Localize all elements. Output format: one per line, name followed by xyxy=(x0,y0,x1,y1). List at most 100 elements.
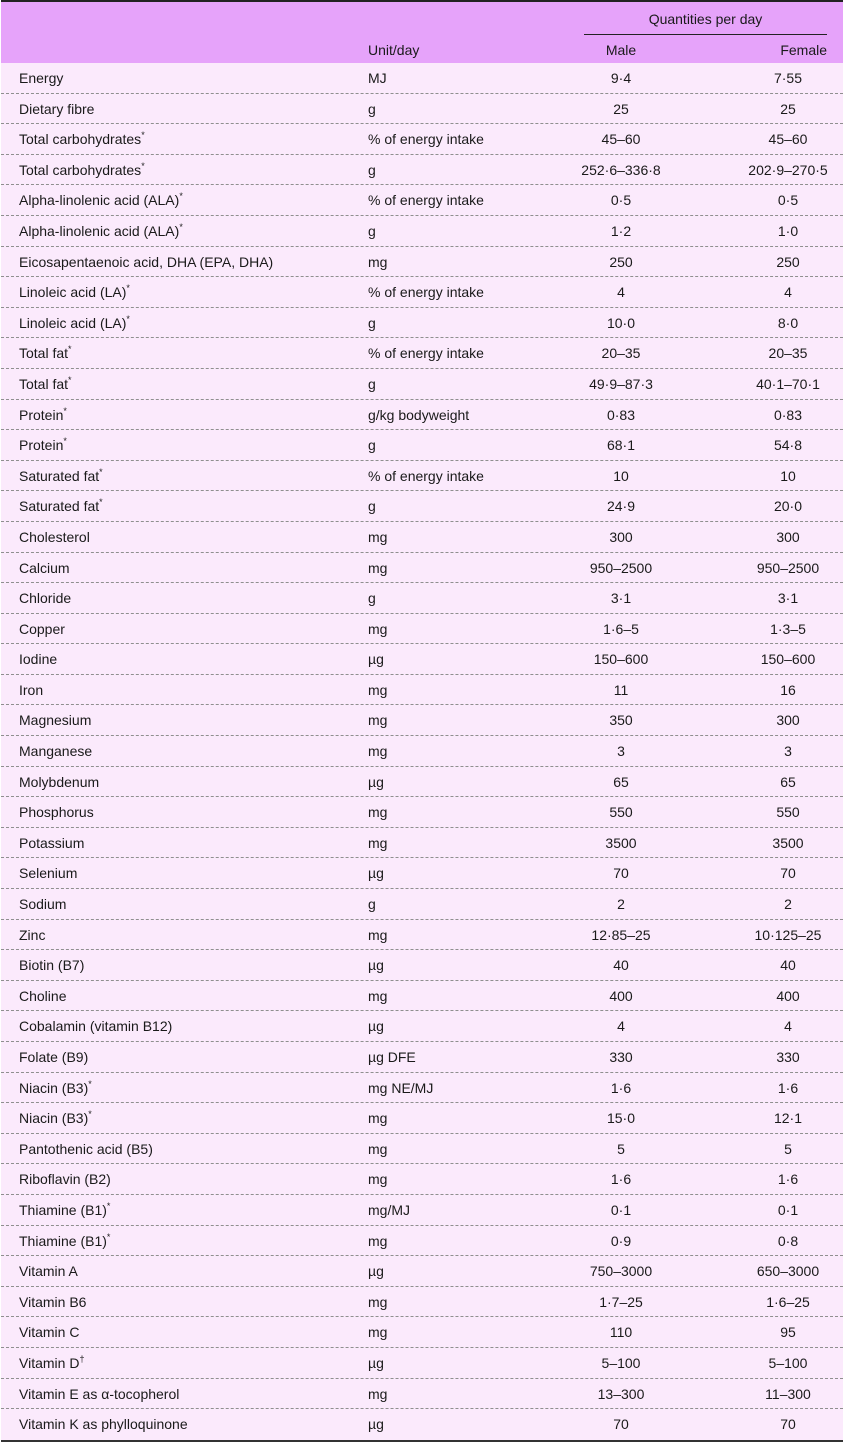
nutrient-name: Molybdenum xyxy=(19,773,100,790)
male-value-cell: 12·85–25 xyxy=(591,926,651,943)
male-value-cell: 3 xyxy=(617,743,625,760)
nutrient-name-cell: Cholesterol xyxy=(19,529,90,545)
nutrient-name: Cobalamin (vitamin B12) xyxy=(19,1018,173,1035)
unit-cell: g xyxy=(368,590,376,607)
male-value-cell: 300 xyxy=(609,528,633,545)
female-value-cell: 300 xyxy=(776,712,800,729)
unit-cell: µg xyxy=(368,651,384,668)
nutrient-name-cell: Vitamin K as phylloquinone xyxy=(19,1416,188,1432)
footnote-mark: * xyxy=(63,436,67,447)
unit-cell: µg DFE xyxy=(368,1049,416,1065)
unit-cell: µg xyxy=(368,1018,384,1035)
male-value-cell: 252·6–336·8 xyxy=(581,161,661,178)
male-value-cell: 15·0 xyxy=(606,1110,636,1127)
unit-cell: g xyxy=(368,375,376,392)
male-value-cell: 550 xyxy=(609,804,633,821)
footnote-mark: * xyxy=(88,1109,92,1120)
male-value-cell: 1·2 xyxy=(610,222,632,239)
footnote-mark: * xyxy=(99,497,103,508)
female-value-cell: 0·83 xyxy=(773,406,803,423)
unit-column-header: Unit/day xyxy=(368,42,420,58)
nutrient-name: Potassium xyxy=(19,834,85,851)
nutrient-name-cell: Dietary fibre xyxy=(19,101,94,117)
nutrient-name: Vitamin K as phylloquinone xyxy=(19,1416,188,1433)
female-value-cell: 650–3000 xyxy=(756,1263,820,1280)
female-value-cell: 0·8 xyxy=(777,1232,799,1249)
nutrient-name: Protein xyxy=(19,406,64,423)
male-value-cell: 5 xyxy=(617,1140,625,1157)
table-row: Protein* g 68·1 54·8 xyxy=(1,430,843,461)
nutrient-name-cell: Choline xyxy=(19,988,66,1004)
nutrient-name: Sodium xyxy=(19,896,67,913)
male-value-cell: 0·5 xyxy=(610,192,632,209)
female-value-cell: 3·1 xyxy=(777,590,799,607)
unit-cell: mg xyxy=(368,1293,388,1310)
male-value-cell: 45–60 xyxy=(601,131,641,148)
nutrient-name-cell: Vitamin A xyxy=(19,1263,78,1279)
table-row: Chloride g 3·1 3·1 xyxy=(1,583,843,614)
female-value-cell: 3 xyxy=(784,743,792,760)
nutrient-name: Manganese xyxy=(19,743,93,760)
female-value-cell: 25 xyxy=(780,100,796,117)
male-value-cell: 1·6–5 xyxy=(603,620,639,637)
table-row: Linoleic acid (LA)* % of energy intake 4 4 xyxy=(1,277,843,308)
nutrient-name: Linoleic acid (LA) xyxy=(19,314,127,331)
unit-cell: g xyxy=(368,896,376,913)
footnote-mark: * xyxy=(88,1078,92,1089)
unit-cell: µg xyxy=(368,957,384,974)
female-value-cell: 70 xyxy=(780,1416,796,1433)
female-value-cell: 12·1 xyxy=(773,1110,803,1127)
table-row: Copper mg 1·6–5 1·3–5 xyxy=(1,614,843,645)
unit-cell: µg xyxy=(368,865,384,882)
nutrient-name-cell: Total carbohydrates* xyxy=(19,161,145,178)
nutrient-name-cell: Folate (B9) xyxy=(19,1049,88,1065)
nutrient-name: Total fat xyxy=(19,345,69,362)
unit-cell: % of energy intake xyxy=(368,131,484,148)
male-value-cell: 1·7–25 xyxy=(599,1293,643,1310)
male-value-cell: 750–3000 xyxy=(589,1263,653,1280)
footnote-mark: * xyxy=(126,313,130,324)
nutrient-name: Cholesterol xyxy=(19,528,90,545)
female-value-cell: 40 xyxy=(780,957,796,974)
unit-cell: mg xyxy=(368,1232,388,1249)
male-value-cell: 10·0 xyxy=(606,314,636,331)
nutrient-name-cell: Eicosapentaenoic acid, DHA (EPA, DHA) xyxy=(19,254,273,270)
nutrient-name-cell: Vitamin C xyxy=(19,1324,79,1340)
nutrient-name-cell: Alpha-linolenic acid (ALA)* xyxy=(19,192,183,209)
nutrient-name-cell: Linoleic acid (LA)* xyxy=(19,283,130,301)
nutrient-name: Thiamine (B1) xyxy=(19,1201,107,1218)
table-row: Eicosapentaenoic acid, DHA (EPA, DHA) mg 2… xyxy=(1,247,843,278)
female-value-cell: 5 xyxy=(784,1140,792,1157)
unit-cell: mg xyxy=(368,987,388,1004)
nutrient-name-cell: Potassium xyxy=(19,835,84,851)
table-row: Choline mg 400 400 xyxy=(1,981,843,1012)
unit-cell: g xyxy=(368,437,376,454)
nutrient-name-cell: Vitamin D† xyxy=(19,1354,84,1371)
nutrient-name: Alpha-linolenic acid (ALA) xyxy=(19,222,180,239)
table-row: Thiamine (B1)* mg 0·9 0·8 xyxy=(1,1226,843,1257)
male-value-cell: 9·4 xyxy=(610,70,632,86)
nutrient-name: Linoleic acid (LA) xyxy=(19,284,127,301)
table-row: Manganese mg 3 3 xyxy=(1,736,843,767)
male-value-cell: 150–600 xyxy=(593,651,649,668)
table-row: Vitamin E as α-tocopherol mg 13–300 11–300 xyxy=(1,1379,843,1410)
nutrient-name: Vitamin C xyxy=(19,1324,80,1341)
nutrient-name: Choline xyxy=(19,987,67,1004)
unit-cell: mg xyxy=(368,681,388,698)
table-row: Cobalamin (vitamin B12) µg 4 4 xyxy=(1,1011,843,1042)
nutrient-name-cell: Thiamine (B1)* xyxy=(19,1201,110,1218)
male-value-cell: 10 xyxy=(613,467,629,484)
nutrient-name-cell: Iron xyxy=(19,682,43,698)
table-row: Vitamin B6 mg 1·7–25 1·6–25 xyxy=(1,1287,843,1318)
table-row: Linoleic acid (LA)* g 10·0 8·0 xyxy=(1,308,843,339)
footnote-mark: * xyxy=(126,283,130,294)
table-row: Iron mg 11 16 xyxy=(1,675,843,706)
table-row: Protein* g/kg bodyweight 0·83 0·83 xyxy=(1,400,843,431)
nutrient-name-cell: Energy xyxy=(19,70,63,86)
table-row: Calcium mg 950–2500 950–2500 xyxy=(1,553,843,584)
quantities-per-day-heading: Quantities per day xyxy=(648,11,763,27)
female-value-cell: 330 xyxy=(776,1049,800,1065)
table-row: Folate (B9) µg DFE 330 330 xyxy=(1,1042,843,1073)
unit-cell: g xyxy=(368,161,376,178)
nutrient-name-cell: Molybdenum xyxy=(19,774,99,790)
